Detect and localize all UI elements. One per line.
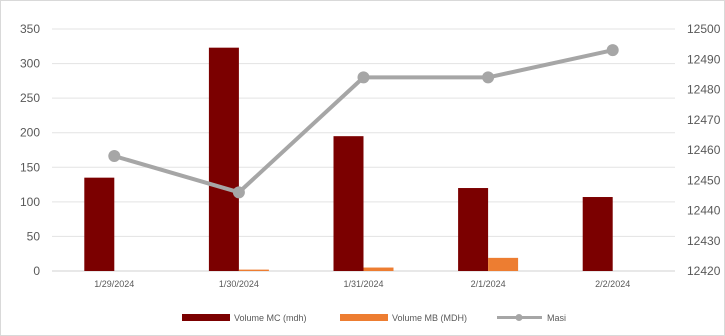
y-left-tick-label: 0 — [33, 264, 40, 278]
masi-point — [108, 150, 121, 163]
y-axis-right: 12420 12430 12440 12450 12460 12470 12480 12490… — [687, 22, 721, 278]
x-axis: 1/29/2024 1/30/2024 1/31/2024 2/1/2024 2/2/2… — [94, 279, 630, 289]
y-right-tick-label: 12470 — [687, 113, 721, 127]
y-left-tick-label: 200 — [20, 126, 40, 140]
legend-swatch-volume-mc — [182, 314, 230, 321]
y-right-tick-label: 12500 — [687, 22, 721, 36]
bar-volume-mb — [488, 257, 519, 271]
y-axis-left: 0 50 100 150 200 250 300 350 — [20, 22, 40, 278]
y-right-tick-label: 12480 — [687, 83, 721, 97]
legend: Volume MC (mdh) Volume MB (MDH) Masi — [182, 313, 566, 323]
bar-series — [84, 47, 613, 271]
y-right-tick-label: 12440 — [687, 204, 721, 218]
y-left-tick-label: 250 — [20, 91, 40, 105]
x-tick-label: 1/31/2024 — [343, 279, 383, 289]
legend-swatch-volume-mb — [340, 314, 388, 321]
masi-point — [357, 71, 370, 84]
y-left-tick-label: 300 — [20, 57, 40, 71]
bar-volume-mc — [208, 47, 239, 271]
y-right-tick-label: 12430 — [687, 234, 721, 248]
x-tick-label: 2/2/2024 — [595, 279, 630, 289]
x-tick-label: 1/29/2024 — [94, 279, 134, 289]
bar-volume-mc — [84, 177, 115, 271]
x-tick-label: 1/30/2024 — [219, 279, 259, 289]
legend-marker-masi — [515, 314, 523, 321]
y-right-tick-label: 12460 — [687, 143, 721, 157]
x-tick-label: 2/1/2024 — [471, 279, 506, 289]
line-series — [108, 44, 619, 199]
y-left-tick-label: 100 — [20, 195, 40, 209]
y-right-tick-label: 12420 — [687, 264, 721, 278]
bar-volume-mc — [458, 188, 489, 271]
legend-label: Volume MC (mdh) — [234, 313, 307, 323]
y-right-tick-label: 12490 — [687, 52, 721, 66]
legend-label: Volume MB (MDH) — [392, 313, 467, 323]
masi-point — [232, 186, 245, 199]
y-left-tick-label: 50 — [27, 229, 41, 243]
grid-lines — [52, 28, 675, 272]
masi-point — [482, 71, 495, 84]
bar-volume-mc — [333, 136, 364, 271]
legend-label: Masi — [547, 313, 566, 323]
bar-volume-mb — [238, 269, 269, 271]
y-left-tick-label: 150 — [20, 160, 40, 174]
y-right-tick-label: 12450 — [687, 173, 721, 187]
bar-volume-mb — [363, 267, 394, 271]
masi-point — [606, 44, 619, 57]
bar-volume-mc — [582, 197, 613, 271]
y-left-tick-label: 350 — [20, 22, 40, 36]
